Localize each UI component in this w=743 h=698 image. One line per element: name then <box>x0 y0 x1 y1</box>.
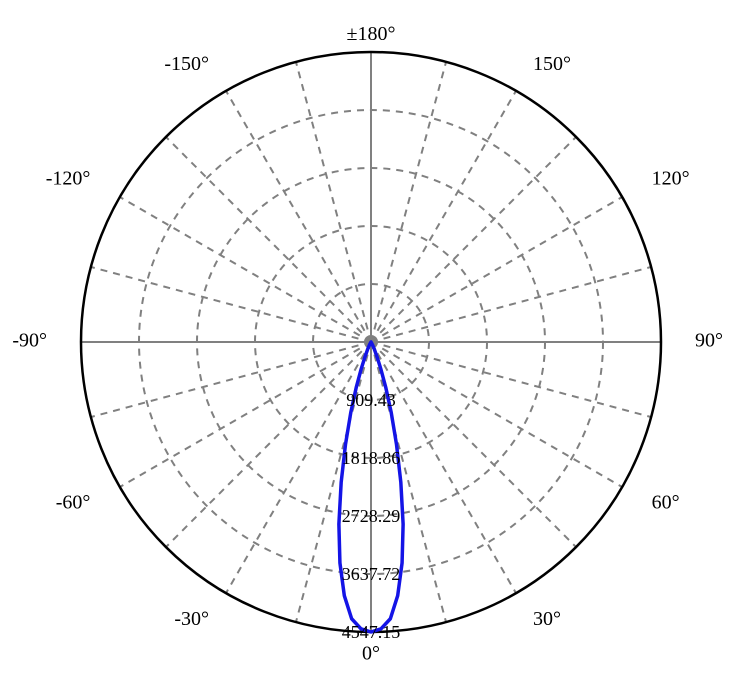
angle-label: 150° <box>533 53 571 75</box>
radial-label: 2728.29 <box>342 506 401 526</box>
angle-label: 90° <box>695 330 723 352</box>
angle-label: ±180° <box>347 23 396 45</box>
angle-label: -150° <box>164 53 209 75</box>
angle-label: 120° <box>652 168 690 190</box>
angle-label: 60° <box>652 492 680 514</box>
polar-chart-svg: 909.43 1818.86 2728.29 3637.72 4547.150° 30° 6… <box>0 0 743 698</box>
angle-label: -90° <box>12 330 47 352</box>
angle-label: -30° <box>174 608 209 630</box>
radial-label: 3637.72 <box>342 564 401 584</box>
radial-label: 4547.15 <box>342 622 401 642</box>
angle-label: 0° <box>362 643 380 665</box>
angle-label: -120° <box>46 168 91 190</box>
radial-label: 1818.86 <box>342 448 401 468</box>
polar-chart: 909.43 1818.86 2728.29 3637.72 4547.150° 30° 6… <box>0 0 743 698</box>
angle-label: -60° <box>56 492 91 514</box>
angle-label: 30° <box>533 608 561 630</box>
radial-label: 909.43 <box>346 390 396 410</box>
